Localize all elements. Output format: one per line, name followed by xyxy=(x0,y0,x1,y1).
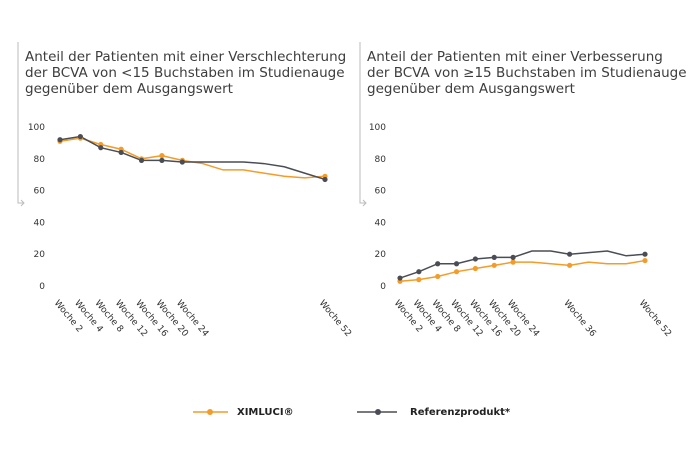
data-point xyxy=(453,261,460,267)
data-point xyxy=(57,137,63,143)
chart-title: gegenüber dem Ausgangswert xyxy=(367,81,575,97)
chart-title: der BCVA von ≥15 Buchstaben im Studienau… xyxy=(367,65,687,81)
data-point xyxy=(472,256,478,262)
legend-label: XIMLUCI® xyxy=(237,407,294,418)
y-tick-label: 60 xyxy=(34,187,46,197)
legend-marker xyxy=(375,409,381,415)
data-point xyxy=(138,157,145,163)
y-tick-label: 80 xyxy=(34,155,46,165)
data-point xyxy=(98,145,104,151)
data-point xyxy=(416,269,422,275)
y-tick-label: 60 xyxy=(375,187,387,197)
x-tick-label: Woche 36 xyxy=(561,299,597,340)
x-tick-label: Woche 52 xyxy=(317,299,353,339)
data-point xyxy=(159,153,165,159)
data-point xyxy=(510,259,516,265)
data-point xyxy=(510,254,516,260)
decor xyxy=(17,42,367,207)
data-point xyxy=(472,265,478,272)
data-point xyxy=(491,254,497,260)
chart-title: gegenüber dem Ausgangswert xyxy=(25,81,233,97)
data-point xyxy=(491,262,497,268)
data-point xyxy=(567,251,573,257)
y-tick-label: 100 xyxy=(369,123,386,133)
chart-title: Anteil der Patienten mit einer Verschlec… xyxy=(25,49,346,65)
series-line xyxy=(399,259,646,282)
data-point xyxy=(416,277,422,283)
data-point xyxy=(179,159,185,165)
chart-title: Anteil der Patienten mit einer Verbesser… xyxy=(367,49,663,65)
x-tick-label: Woche 52 xyxy=(637,299,673,339)
data-point xyxy=(118,149,124,156)
y-tick-label: 20 xyxy=(375,250,387,260)
y-tick-label: 0 xyxy=(39,282,45,292)
legend-label: Referenzprodukt* xyxy=(410,407,511,418)
series-line xyxy=(59,135,326,181)
y-tick-label: 80 xyxy=(375,155,387,165)
data-point xyxy=(397,275,403,281)
chart-title: der BCVA von <15 Buchstaben im Studienau… xyxy=(25,65,345,81)
series-line xyxy=(399,250,646,279)
data-point xyxy=(453,269,460,275)
y-tick-label: 0 xyxy=(380,282,386,292)
data-point xyxy=(77,133,83,140)
data-point xyxy=(435,261,441,267)
legend-marker xyxy=(207,409,213,415)
y-tick-label: 100 xyxy=(28,123,45,133)
y-tick-label: 20 xyxy=(34,250,46,260)
data-point xyxy=(159,157,165,163)
data-point xyxy=(567,262,573,268)
data-point xyxy=(322,176,328,183)
y-tick-label: 40 xyxy=(34,218,46,228)
data-point xyxy=(642,251,648,257)
data-point xyxy=(642,257,648,264)
y-tick-label: 40 xyxy=(375,218,387,228)
data-point xyxy=(435,273,441,280)
